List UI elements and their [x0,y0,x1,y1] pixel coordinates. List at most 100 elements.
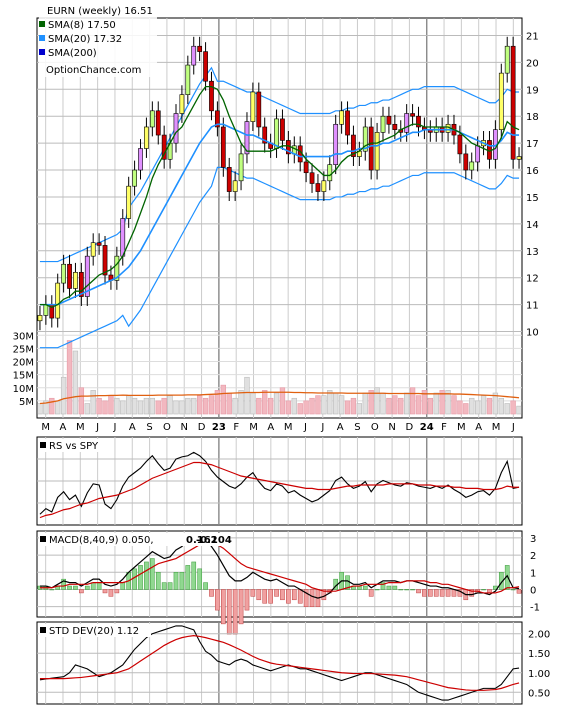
chart-title: EURN (weekly) 16.51 [47,6,153,17]
candle-body [244,121,250,155]
volume-bar [291,397,297,415]
volume-bar [262,390,268,415]
candle-body [516,156,522,160]
candle-body [309,172,315,184]
candle-body [138,148,143,171]
macd-signal-line [39,542,520,594]
macd-histogram-bar [433,589,439,597]
panel-frame-3 [36,530,523,618]
candle-body [96,242,102,246]
x-tick-label: O [371,422,379,433]
macd-histogram-bar [220,589,226,625]
macd-histogram-bar [114,589,120,594]
price-tick-label: 11 [526,301,539,312]
macd-histogram-bar [132,568,137,590]
macd-histogram-bar [256,589,262,601]
volume-bar [516,405,522,415]
candle-body [510,45,516,160]
candle-body [274,118,279,149]
legend-swatch [40,536,46,542]
macd-histogram-bar [49,589,55,591]
volume-bar [238,390,244,415]
candle-body [61,263,66,284]
candle-body [386,115,392,125]
volume-bar [504,403,510,415]
macd-histogram-bar [380,582,386,590]
x-tick-label: O [163,422,171,433]
volume-bar [327,390,333,415]
volume-bar [279,387,286,415]
legend-label: SMA(8) 17.50 [48,20,116,31]
macd-histogram-bar [404,589,409,591]
candle-body [155,110,161,136]
volume-bar [214,390,221,415]
macd-histogram-bar [191,561,197,590]
macd-histogram-bar [144,561,149,590]
stddev-tick-label: 0.50 [528,688,550,699]
candle-body [498,72,504,130]
x-tick-label: A [129,422,136,433]
candle-body [339,110,344,125]
candle-body [203,51,208,82]
macd-histogram-bar [84,585,90,590]
candle-body [469,161,475,171]
volume-bar [149,397,156,415]
volume-bar [439,390,445,415]
macd-histogram-bar [309,589,315,607]
candle-body [73,272,78,289]
x-tick-label: S [146,422,152,433]
candle-body [392,123,398,130]
macd-histogram-bar [291,589,297,601]
x-tick-label: A [267,422,274,433]
x-tick-label: D [406,422,414,433]
macd-histogram-bar [280,589,285,601]
volume-bar [173,400,179,415]
x-tick-label: J [112,422,116,433]
volume-bar [350,397,357,415]
volume-bar [480,395,487,415]
macd-histogram-bar [374,589,380,591]
macd-histogram-bar [215,589,220,611]
macd-tick-label: 2 [530,551,536,562]
candle-body [380,115,386,133]
macd-histogram-bar [96,582,102,590]
candle-body [78,272,84,297]
legend-swatch [39,49,45,55]
x-tick-label: F [233,422,239,433]
volume-bar [43,400,49,415]
volume-bar [297,403,303,415]
volume-bar [486,397,493,415]
volume-bar [185,397,191,415]
macd-histogram-bar [185,565,191,590]
volume-bar [309,397,315,415]
macd-histogram-bar [422,589,427,597]
lower-band-line [39,166,520,349]
volume-bar [273,392,280,415]
macd-histogram-bar [61,578,66,590]
macd-histogram-bar [510,589,516,591]
candle-body [362,126,368,152]
candle-body [114,255,120,281]
volume-bar [102,400,108,415]
sma8-line [39,85,520,309]
candle-body [256,91,262,128]
price-tick-label: 21 [526,31,539,42]
legend-label: SMA(200) [48,48,97,59]
price-tick-label: 10 [526,328,539,339]
upper-band-line [39,66,520,263]
candle-body [173,113,179,144]
macd-histogram-bar [232,589,238,635]
x-tick-label: J [320,422,324,433]
volume-bar [498,397,504,415]
stddev-tick-label: 2.00 [528,630,550,641]
macd-histogram-bar [79,589,84,594]
volume-bar [463,403,469,415]
volume-bar [303,400,309,415]
macd-histogram-bar [286,589,291,604]
price-tick-label: 18 [526,112,539,123]
volume-bar [492,392,499,415]
legend-background [39,3,157,77]
volume-tick-label: 25M [13,344,34,355]
macd-histogram-bar [274,589,279,597]
